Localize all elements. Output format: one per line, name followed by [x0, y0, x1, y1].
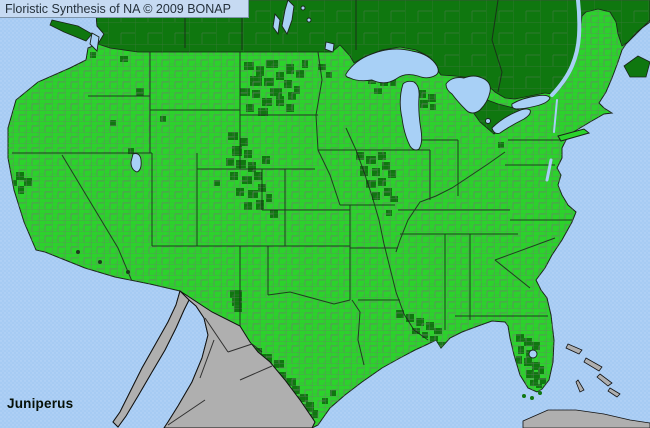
- puget-sound: [89, 32, 100, 52]
- lake-of-the-woods: [324, 41, 335, 53]
- lake-ontario: [511, 94, 551, 110]
- state-borders: [12, 51, 572, 366]
- map-title: Floristic Synthesis of NA © 2009 BONAP: [5, 2, 231, 16]
- lake-michigan: [399, 80, 423, 151]
- bahamas: [565, 343, 621, 398]
- great-salt-lake: [130, 153, 142, 173]
- nova-scotia: [623, 55, 650, 78]
- baja-peninsula: [112, 290, 190, 428]
- lake-st-clair: [485, 118, 491, 124]
- lake-superior: [345, 48, 439, 84]
- lake-huron: [445, 75, 491, 114]
- long-island: [557, 128, 591, 142]
- st-lawrence-river: [550, 0, 582, 97]
- lake-erie: [491, 108, 531, 134]
- islands: [49, 19, 650, 428]
- hudson-river: [553, 99, 558, 133]
- taxon-label: Juniperus: [7, 396, 74, 411]
- vancouver-island: [49, 19, 93, 42]
- cuba: [522, 409, 650, 428]
- mexico-region: [112, 290, 316, 428]
- great-lakes: [89, 0, 551, 359]
- lake-winnipeg: [281, 0, 295, 36]
- rivers: [545, 0, 582, 182]
- lake-okeechobee: [528, 349, 538, 359]
- map-title-bar: Floristic Synthesis of NA © 2009 BONAP: [0, 0, 249, 18]
- lake-manitoba: [272, 12, 281, 36]
- florida-keys: [522, 394, 526, 398]
- chesapeake-bay: [545, 158, 553, 182]
